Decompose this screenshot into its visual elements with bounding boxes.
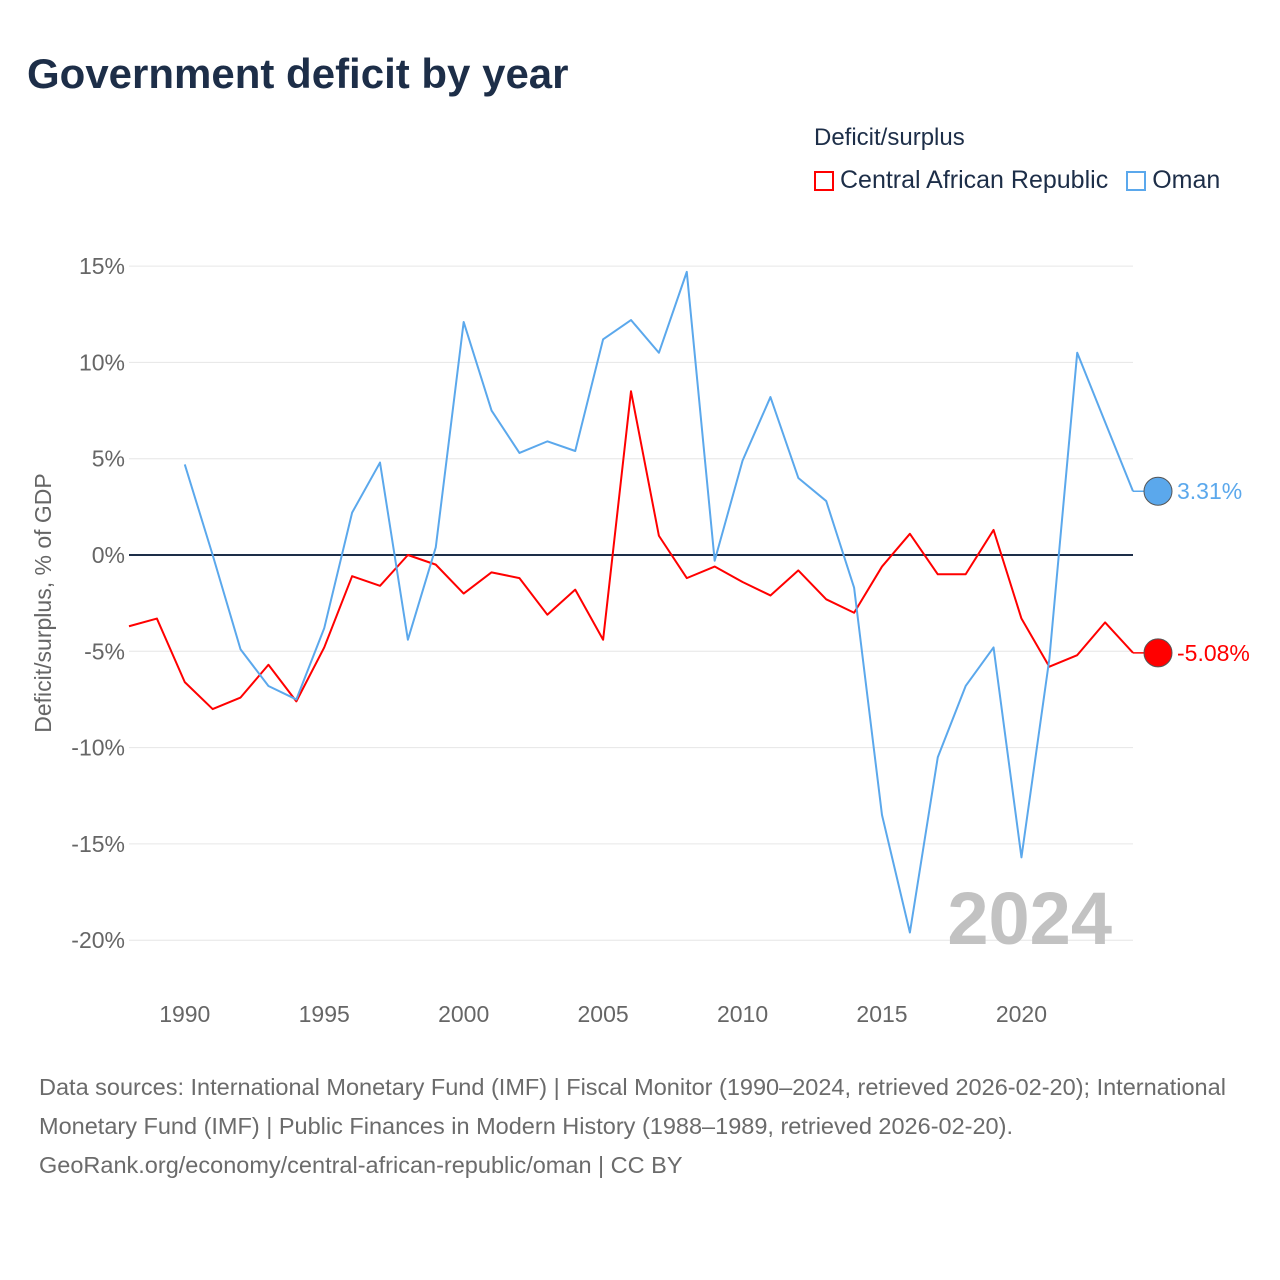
legend: Central African Republic Oman <box>814 166 1220 195</box>
y-axis-label: Deficit/surplus, % of GDP <box>30 473 56 732</box>
x-tick-label: 1995 <box>299 1001 350 1027</box>
x-tick-label: 2015 <box>856 1001 907 1027</box>
legend-title: Deficit/surplus <box>814 124 965 151</box>
legend-item-car[interactable]: Central African Republic <box>814 166 1108 195</box>
y-tick-label: -5% <box>84 638 125 664</box>
y-tick-label: 0% <box>92 542 125 568</box>
x-tick-label: 2005 <box>578 1001 629 1027</box>
footer: Data sources: International Monetary Fun… <box>39 1068 1239 1185</box>
legend-label: Central African Republic <box>840 166 1109 194</box>
y-tick-label: 15% <box>79 253 125 279</box>
y-tick-label: -10% <box>71 735 125 761</box>
legend-label: Oman <box>1152 166 1221 194</box>
x-tick-label: 2010 <box>717 1001 768 1027</box>
year-watermark: 2024 <box>947 877 1112 960</box>
end-value-label: 3.31% <box>1177 478 1242 504</box>
flag-icon <box>1143 476 1173 506</box>
page-title: Government deficit by year <box>27 50 569 97</box>
x-tick-label: 2000 <box>438 1001 489 1027</box>
series-line <box>183 270 1134 934</box>
legend-swatch <box>814 170 834 191</box>
y-tick-label: 5% <box>92 446 125 472</box>
y-tick-label: -20% <box>71 927 125 953</box>
x-tick-label: 2020 <box>996 1001 1047 1027</box>
line-chart: 15% 10% 5% 0% -5% -10% -15% -20% 1990 1995 2000 200… <box>30 253 1250 1027</box>
x-tick-label: 1990 <box>159 1001 210 1027</box>
y-tick-label: 10% <box>79 349 125 375</box>
legend-item-oman[interactable]: Oman <box>1126 166 1220 195</box>
data-sources: Data sources: International Monetary Fun… <box>39 1074 1226 1139</box>
legend-swatch <box>1126 170 1147 191</box>
source-link[interactable]: GeoRank.org/economy/central-african-repu… <box>39 1152 683 1178</box>
end-value-label: -5.08% <box>1177 640 1250 666</box>
y-tick-label: -15% <box>71 831 125 857</box>
flag-icon <box>1143 638 1173 668</box>
